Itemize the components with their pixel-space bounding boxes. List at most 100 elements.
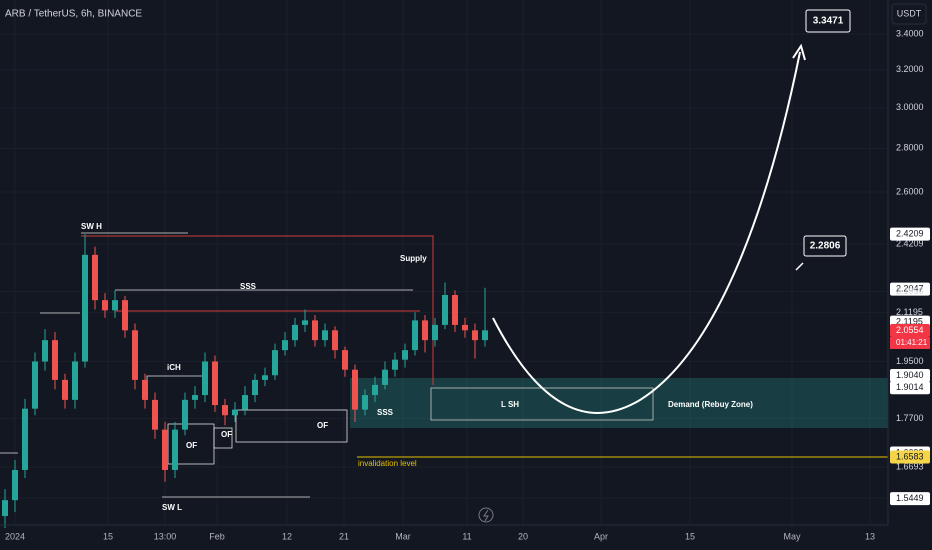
candle-body <box>472 330 478 341</box>
x-tick-label: 13 <box>865 531 875 541</box>
candle-body <box>72 361 78 400</box>
projection-curve <box>492 51 801 414</box>
price-label-bg <box>890 492 930 506</box>
candle-body <box>302 320 308 325</box>
candle-body <box>132 330 138 380</box>
y-tick-label: 1.9014 <box>896 382 924 392</box>
y-tick-label: 2.6000 <box>896 186 924 196</box>
price-label-bg <box>890 369 930 383</box>
candle-body <box>12 469 18 501</box>
of-box <box>235 409 348 443</box>
candle-body <box>22 408 28 470</box>
candle-body <box>232 409 238 416</box>
x-tick-label: 15 <box>103 531 113 541</box>
candle-body <box>52 340 58 380</box>
x-tick-label: Apr <box>594 531 608 541</box>
candle-body <box>382 369 388 385</box>
y-tick-label: 3.2000 <box>896 64 924 74</box>
y-tick-label: 2.4209 <box>896 238 924 248</box>
y-tick-label: 1.9040 <box>896 370 924 380</box>
y-tick-label: 2.1195 <box>896 307 923 317</box>
x-tick-label: 13:00 <box>154 531 177 541</box>
candle-body <box>292 324 298 341</box>
candle-body <box>352 369 358 410</box>
target-box <box>805 9 851 33</box>
candle-body <box>252 379 258 396</box>
x-tick-label: 12 <box>282 531 292 541</box>
candle-body <box>122 300 128 331</box>
price-label-bg <box>890 381 930 395</box>
x-tick-label: 15 <box>685 531 695 541</box>
currency-label[interactable]: USDT <box>897 8 922 18</box>
of-box <box>213 427 233 449</box>
x-tick-label: Mar <box>395 531 411 541</box>
target-pointer <box>795 262 804 271</box>
annotation: SW L <box>162 503 182 512</box>
price-label-bg <box>890 282 930 296</box>
candles <box>2 234 488 528</box>
symbol-title: ARB / TetherUS, 6h, BINANCE <box>5 9 142 20</box>
y-tick-label: 2.1195 <box>896 316 923 326</box>
y-tick-label: 2.4209 <box>896 228 924 238</box>
x-tick-label: 20 <box>518 531 528 541</box>
price-label-bg <box>890 450 930 464</box>
candle-body <box>312 320 318 341</box>
candle-body <box>282 340 288 351</box>
candle-body <box>92 254 98 301</box>
replay-icon-bolt <box>483 509 489 522</box>
projection-arrow <box>792 43 806 61</box>
annotation: SSS <box>240 282 257 291</box>
candle-body <box>372 384 378 396</box>
candle-body <box>392 359 398 370</box>
annotation: OF <box>221 430 232 439</box>
grid <box>0 0 888 525</box>
y-tick-label: 3.0000 <box>896 102 924 112</box>
candle-body <box>342 350 348 370</box>
annotation: L SH <box>501 400 519 409</box>
y-tick-label: 2.2047 <box>896 284 924 294</box>
y-tick-label: 1.5449 <box>896 493 924 503</box>
candle-body <box>322 330 328 341</box>
annotation: OF <box>186 441 197 450</box>
y-tick-label: 1.7700 <box>896 413 924 423</box>
y-tick-label: 2.0554 <box>896 325 924 335</box>
replay-icon[interactable] <box>478 507 494 523</box>
y-tick-label: 1.6693 <box>896 461 924 471</box>
x-tick-label: Feb <box>209 531 225 541</box>
candle-body <box>32 361 38 409</box>
candle-body <box>82 254 88 362</box>
y-tick-label: 3.4000 <box>896 28 924 38</box>
annotation: Supply <box>400 254 427 263</box>
y-tick-label: 2.8000 <box>896 143 924 153</box>
annotation: iCH <box>167 363 181 372</box>
candle-body <box>172 429 178 470</box>
candle-body <box>192 395 198 400</box>
candle-body <box>202 361 208 396</box>
candle-body <box>452 295 458 325</box>
price-label-bg <box>890 227 930 241</box>
candle-body <box>462 324 468 331</box>
annotation: SW H <box>81 222 102 231</box>
candle-body <box>212 361 218 406</box>
annotation: OF <box>317 421 328 430</box>
annotation: invalidation level <box>358 459 417 468</box>
countdown: 01:41:21 <box>896 338 928 347</box>
price-label-bg <box>890 323 930 337</box>
candle-body <box>222 405 228 416</box>
candle-body <box>242 395 248 410</box>
candle-body <box>272 350 278 376</box>
candle-body <box>442 295 448 325</box>
candle-body <box>422 320 428 341</box>
candle-body <box>262 375 268 380</box>
currency-button[interactable] <box>891 3 927 25</box>
x-tick-label: 21 <box>339 531 349 541</box>
target-mid: 2.2806 <box>810 241 841 252</box>
target-high: 3.3471 <box>813 16 844 27</box>
candle-body <box>332 330 338 351</box>
candle-body <box>162 429 168 470</box>
y-tick-label: 2.1956 <box>896 286 924 296</box>
candle-body <box>2 500 8 517</box>
annotation: Demand (Rebuy Zone) <box>668 400 753 409</box>
candle-body <box>182 399 188 430</box>
